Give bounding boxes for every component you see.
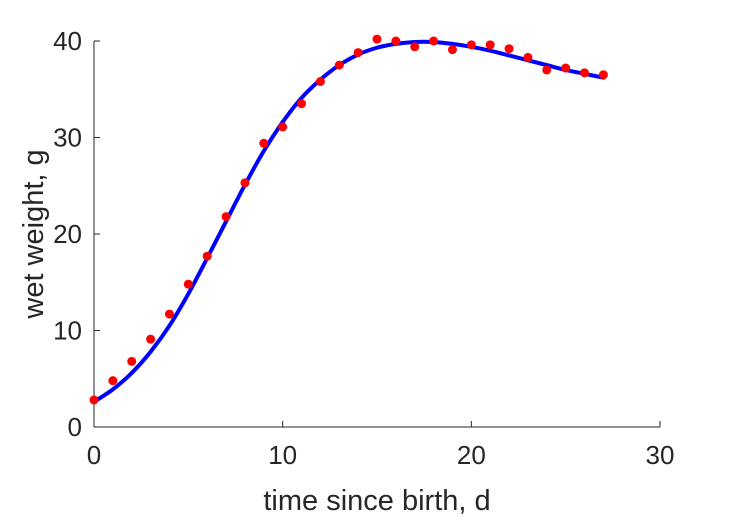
y-tick-label: 30: [53, 123, 82, 153]
data-point: [108, 376, 118, 386]
data-point: [372, 34, 382, 44]
data-point: [127, 356, 137, 366]
y-tick-label: 10: [53, 316, 82, 346]
data-point: [89, 395, 99, 405]
data-point: [221, 212, 231, 222]
data-point: [391, 36, 401, 46]
data-point: [561, 63, 571, 73]
data-point: [146, 334, 156, 344]
data-point: [315, 77, 325, 87]
tick-layer: 0 10 20 30 0 10 20 30 40: [53, 26, 674, 470]
data-point: [485, 40, 495, 50]
data-point: [297, 99, 307, 109]
data-point: [334, 60, 344, 70]
x-tick-label: 30: [646, 440, 675, 470]
data-point: [240, 178, 250, 188]
data-point: [466, 40, 476, 50]
x-tick-label: 0: [87, 440, 101, 470]
data-point: [278, 122, 288, 132]
data-point: [580, 68, 590, 78]
data-point: [447, 45, 457, 55]
data-point: [164, 309, 174, 319]
curve-layer: [92, 39, 606, 404]
y-axis-label: wet weight, g: [18, 149, 50, 319]
x-tick-label: 20: [457, 440, 486, 470]
data-point: [202, 251, 212, 261]
axes: [93, 41, 660, 428]
y-tick-label: 0: [68, 412, 82, 442]
data-point: [353, 48, 363, 58]
x-axis-label: time since birth, d: [263, 485, 490, 517]
data-point: [183, 279, 193, 289]
data-point: [523, 52, 533, 62]
y-tick-label: 20: [53, 219, 82, 249]
data-point: [259, 138, 269, 148]
x-tick-label: 10: [268, 440, 297, 470]
fit-curve: [92, 39, 606, 404]
data-point: [598, 70, 608, 80]
y-tick-label: 40: [53, 26, 82, 56]
data-point: [504, 44, 514, 54]
data-point: [429, 36, 439, 46]
data-point: [410, 42, 420, 52]
points-layer: [89, 34, 608, 405]
data-point: [542, 65, 552, 75]
